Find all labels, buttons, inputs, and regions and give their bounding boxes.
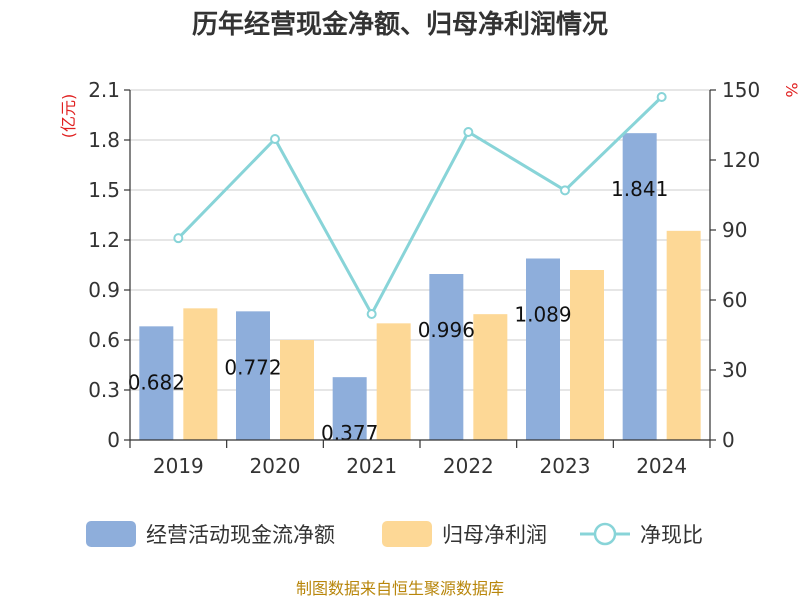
bar-value-label: 1.841 [611,177,668,201]
legend-label-ratio: 净现比 [640,523,703,547]
bars [139,133,701,440]
profit-bar [183,308,218,440]
left-tick-label: 1.5 [88,178,120,202]
legend-swatch-profit [382,521,432,547]
right-tick-label: 0 [722,428,735,452]
chart-title: 历年经营现金净额、归母净利润情况 [192,9,608,40]
cashflow-bar [429,274,464,440]
bar-value-label: 0.996 [418,318,475,342]
left-tick-label: 1.8 [88,128,120,152]
x-tick-label: 2023 [540,454,591,478]
data-labels: 0.682 0.772 0.377 0.996 1.089 1.841 [128,177,669,445]
source-note: 制图数据来自恒生聚源数据库 [296,579,504,598]
x-tick-label: 2024 [636,454,687,478]
left-tick-label: 0 [107,428,120,452]
ratio-line [173,92,667,319]
ratio-point [656,92,667,102]
legend-swatch-cashflow [86,521,136,547]
cashflow-bar [332,377,367,440]
ratio-point [270,134,280,144]
ratio-point [560,185,570,196]
bar-value-label: 1.089 [514,303,571,327]
left-tick-label: 0.6 [88,328,120,352]
bar-value-label: 0.772 [224,355,281,379]
cashflow-bar [526,258,560,440]
right-tick-label: 60 [722,288,747,312]
cashflow-bar [139,326,174,440]
left-tick-label: 0.3 [88,378,120,402]
x-tick-label: 2020 [250,454,301,478]
profit-bar [473,314,508,440]
x-tick-label: 2021 [346,454,397,478]
left-axis-unit: (亿元) [59,94,78,139]
axes: 0 0.3 0.6 0.9 1.2 1.5 1.8 2.1 0 30 60 90 120 150 2019 2… [88,78,760,478]
ratio-point [463,127,474,137]
cashflow-bar [236,311,270,440]
bar-value-label: 0.682 [128,370,185,394]
legend-swatch-ratio-marker [593,522,617,546]
bar-value-label: 0.377 [321,421,378,445]
legend-label-profit: 归母净利润 [442,523,547,547]
ratio-point [366,309,377,319]
right-tick-label: 90 [722,218,747,242]
legend: 经营活动现金流净额 归母净利润 净现比 [86,521,703,547]
profit-bar [666,230,701,440]
right-tick-label: 120 [722,148,760,172]
right-tick-label: 150 [722,78,760,102]
left-tick-label: 0.9 [88,278,120,302]
legend-label-cashflow: 经营活动现金流净额 [146,523,335,547]
ratio-line-path [177,95,663,318]
x-tick-label: 2022 [443,454,494,478]
left-tick-label: 1.2 [88,228,120,252]
right-tick-label: 30 [722,358,747,382]
profit-bar [280,340,314,440]
cashflow-bar [622,133,657,440]
ratio-point [173,233,184,244]
profit-bar [570,270,604,440]
left-tick-label: 2.1 [88,78,120,102]
x-tick-label: 2019 [153,454,204,478]
profit-bar [376,323,411,440]
right-axis-unit: % [782,82,800,97]
